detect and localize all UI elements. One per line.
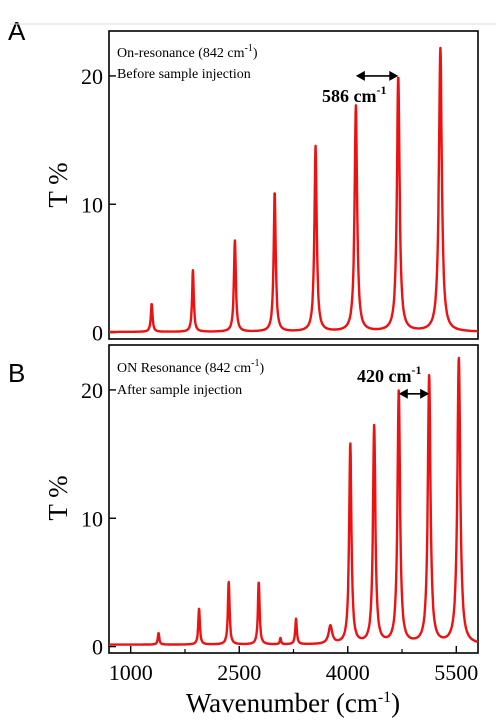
separation-arrowhead-right [389,70,399,81]
spectrum-line-a [108,46,479,334]
y-tick-label: 20 [81,378,103,403]
y-ticks-a: 0 10 20 [81,64,116,346]
y-tick-label: 0 [92,321,103,346]
annotation-a-line1: On-resonance (842 cm-1) [117,43,258,61]
y-tick-label: 0 [92,635,103,660]
y-axis-title-b: T % [43,475,73,520]
annotation-a-line2: Before sample injection [117,67,251,82]
panel-letter-a: A [8,16,26,46]
separation-arrow-a [355,70,399,81]
separation-arrowhead-left [355,70,365,81]
separation-label-b: 420 cm-1 [357,363,421,386]
y-ticks-b: 0 10 20 [81,378,116,660]
y-tick-label: 10 [81,506,103,531]
x-tick-label: 2500 [217,660,261,685]
separation-arrowhead-left [398,388,408,399]
x-tick-label: 1000 [109,660,153,685]
y-axis-title-a: T % [43,162,73,207]
x-tick-label: 4000 [326,660,370,685]
x-axis-title: Wavenumber (cm-1) [186,688,400,718]
separation-arrowhead-right [420,388,430,399]
y-tick-label: 20 [81,64,103,89]
separation-arrow-b [398,388,430,399]
panel-letter-b: B [8,358,25,388]
y-tick-label: 10 [81,192,103,217]
panel-a: A 0 10 20 T % On-resonance (842 cm-1) Befo… [8,16,496,346]
x-tick-label: 5500 [434,660,478,685]
panel-b: B 0 10 20 1000 2500 4000 5500 T % Wavenumber … [8,344,479,718]
spectrum-line-b [108,356,479,646]
plot-frame-a [108,30,479,340]
x-ticks-b: 1000 2500 4000 5500 [109,646,478,685]
annotation-b-line1: ON Resonance (842 cm-1) [117,358,264,376]
separation-label-a: 586 cm-1 [322,83,386,106]
annotation-b-line2: After sample injection [117,383,242,398]
